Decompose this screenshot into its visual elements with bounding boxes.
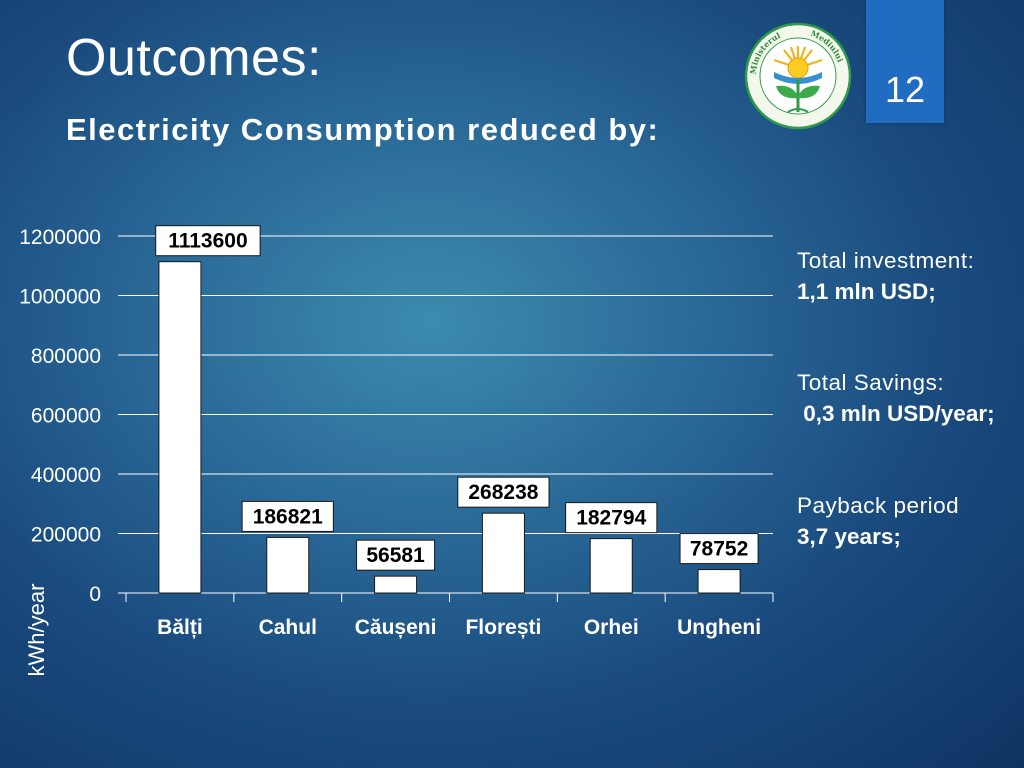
page-number: 12 — [884, 69, 926, 110]
data-label: 56581 — [366, 544, 425, 567]
stat-value: 1,1 mln USD; — [797, 279, 936, 304]
data-label: 268238 — [468, 481, 538, 504]
y-tick-label: 400000 — [31, 464, 101, 487]
data-label-box — [457, 476, 550, 508]
stat-payback-period: Payback period 3,7 years; — [797, 490, 959, 552]
y-tick-label: 200000 — [31, 524, 101, 547]
data-labels: 1113600 186821 56581 268238 182794 78752 — [155, 225, 759, 571]
bar-chart: 020000040000060000080000010000001200000 … — [19, 225, 774, 677]
data-label-box — [241, 500, 334, 532]
x-category-label: Orhei — [584, 616, 639, 639]
data-label: 78752 — [690, 538, 748, 561]
bar — [266, 536, 310, 594]
x-category-label: Căușeni — [355, 616, 437, 639]
stat-label: Payback period — [797, 493, 960, 518]
y-tick-label: 0 — [89, 583, 101, 606]
data-label-box — [155, 225, 261, 257]
bar — [158, 261, 202, 594]
stat-label: Total Savings: — [797, 370, 945, 395]
bar — [589, 538, 633, 594]
bar — [481, 512, 525, 594]
x-category-label: Florești — [465, 616, 541, 639]
data-label-box — [356, 539, 436, 571]
x-category-label: Bălți — [157, 616, 203, 639]
data-label: 186821 — [253, 505, 323, 528]
slide-subtitle: Electricity Consumption reduced by: — [66, 112, 660, 147]
gridlines — [118, 235, 774, 602]
y-tick-label: 800000 — [31, 345, 101, 368]
stat-label: Total investment: — [797, 248, 975, 273]
stat-total-investment: Total investment: 1,1 mln USD; — [797, 245, 974, 307]
y-axis-ticks: 0 200000 400000 600000 800000 1000000 1200000 — [19, 226, 101, 606]
stat-value: 3,7 years; — [797, 524, 901, 549]
y-tick-label: 1200000 — [19, 226, 101, 249]
y-axis-label: kWh/year — [24, 584, 49, 677]
x-category-label: Ungheni — [677, 616, 761, 639]
data-label-box — [565, 502, 658, 534]
stat-value: 0,3 mln USD/year; — [797, 401, 995, 426]
y-tick-label: 600000 — [31, 405, 101, 428]
x-category-label: Cahul — [259, 616, 317, 639]
bar — [697, 569, 741, 594]
stat-total-savings: Total Savings: 0,3 mln USD/year; — [797, 367, 995, 429]
bar — [374, 575, 418, 594]
data-label: 1113600 — [168, 230, 247, 253]
ministry-logo: Ministerul Mediului — [744, 22, 852, 130]
x-axis-categories: Bălți Cahul Căușeni Florești Orhei Ungheni — [157, 616, 761, 639]
data-label-box — [679, 533, 759, 565]
y-tick-label: 1000000 — [19, 286, 101, 309]
slide-title: Outcomes: — [66, 29, 322, 87]
bars — [158, 261, 741, 594]
data-label: 182794 — [576, 507, 646, 530]
page-number-box: 12 — [866, 0, 944, 123]
